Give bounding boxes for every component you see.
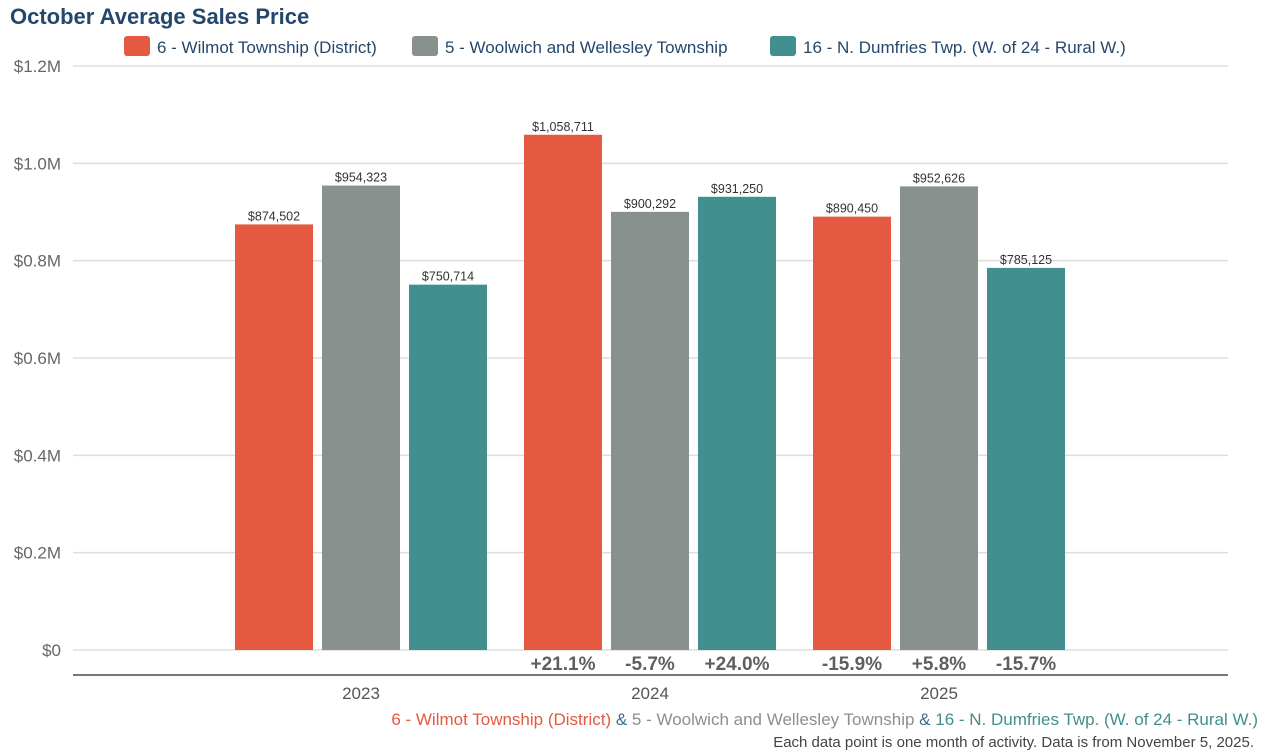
chart-title: October Average Sales Price	[10, 4, 309, 29]
data-note: Each data point is one month of activity…	[773, 734, 1254, 751]
y-tick-label: $1.0M	[14, 154, 61, 173]
bar-value-label: $785,125	[1000, 253, 1052, 267]
bar-value-label: $1,058,711	[532, 120, 594, 134]
y-axis: $0 $0.2M $0.4M $0.6M $0.8M $1.0M $1.2M	[14, 57, 61, 660]
bar-value-label: $952,626	[913, 171, 965, 185]
bar	[813, 216, 891, 651]
y-tick-label: $0.2M	[14, 544, 61, 563]
bar	[987, 267, 1065, 650]
bar-value-label: $900,292	[624, 197, 676, 211]
x-axis: 2023 2024 2025	[342, 684, 958, 703]
legend-label: 6 - Wilmot Township (District)	[157, 38, 377, 57]
legend-label: 5 - Woolwich and Wellesley Township	[445, 38, 728, 57]
bar-value-label: $874,502	[248, 209, 300, 223]
change-label: +24.0%	[705, 654, 770, 675]
legend-label: 16 - N. Dumfries Twp. (W. of 24 - Rural …	[803, 38, 1126, 57]
bar-value-label: $890,450	[826, 202, 878, 216]
caption-part: &	[611, 710, 632, 729]
series-caption: 6 - Wilmot Township (District) & 5 - Woo…	[391, 710, 1258, 729]
legend-swatch	[124, 36, 150, 56]
change-label: +5.8%	[912, 654, 967, 675]
y-tick-label: $0.8M	[14, 252, 61, 271]
bar-value-label: $931,250	[711, 182, 763, 196]
change-label: -15.7%	[996, 654, 1056, 675]
bar	[235, 224, 313, 650]
legend-swatch	[770, 36, 796, 56]
value-labels: $874,502 $954,323 $750,714 $1,058,711 $900,2…	[248, 120, 1052, 284]
bar	[409, 284, 487, 650]
bar	[611, 211, 689, 650]
caption-part: 6 - Wilmot Township (District)	[391, 710, 611, 729]
y-tick-label: $0.4M	[14, 446, 61, 465]
change-label: -5.7%	[625, 654, 675, 675]
legend-swatch	[412, 36, 438, 56]
y-tick-label: $1.2M	[14, 57, 61, 76]
x-tick-label: 2025	[920, 684, 958, 703]
caption-part: 16 - N. Dumfries Twp. (W. of 24 - Rural …	[935, 710, 1258, 729]
bar	[322, 185, 400, 650]
x-tick-label: 2023	[342, 684, 380, 703]
caption-part: &	[914, 710, 935, 729]
bars	[235, 134, 1065, 651]
caption-part: 5 - Woolwich and Wellesley Township	[632, 710, 915, 729]
bar	[900, 186, 978, 651]
change-label: +21.1%	[531, 654, 596, 675]
bar-value-label: $954,323	[335, 171, 387, 185]
change-labels: +21.1% -5.7% +24.0% -15.9% +5.8% -15.7%	[531, 654, 1057, 675]
y-tick-label: $0.6M	[14, 349, 61, 368]
x-tick-label: 2024	[631, 684, 669, 703]
change-label: -15.9%	[822, 654, 882, 675]
bar	[698, 196, 776, 650]
bar	[524, 134, 602, 651]
bar-value-label: $750,714	[422, 270, 474, 284]
legend: 6 - Wilmot Township (District) 5 - Woolwi…	[124, 36, 1126, 57]
y-tick-label: $0	[42, 641, 61, 660]
